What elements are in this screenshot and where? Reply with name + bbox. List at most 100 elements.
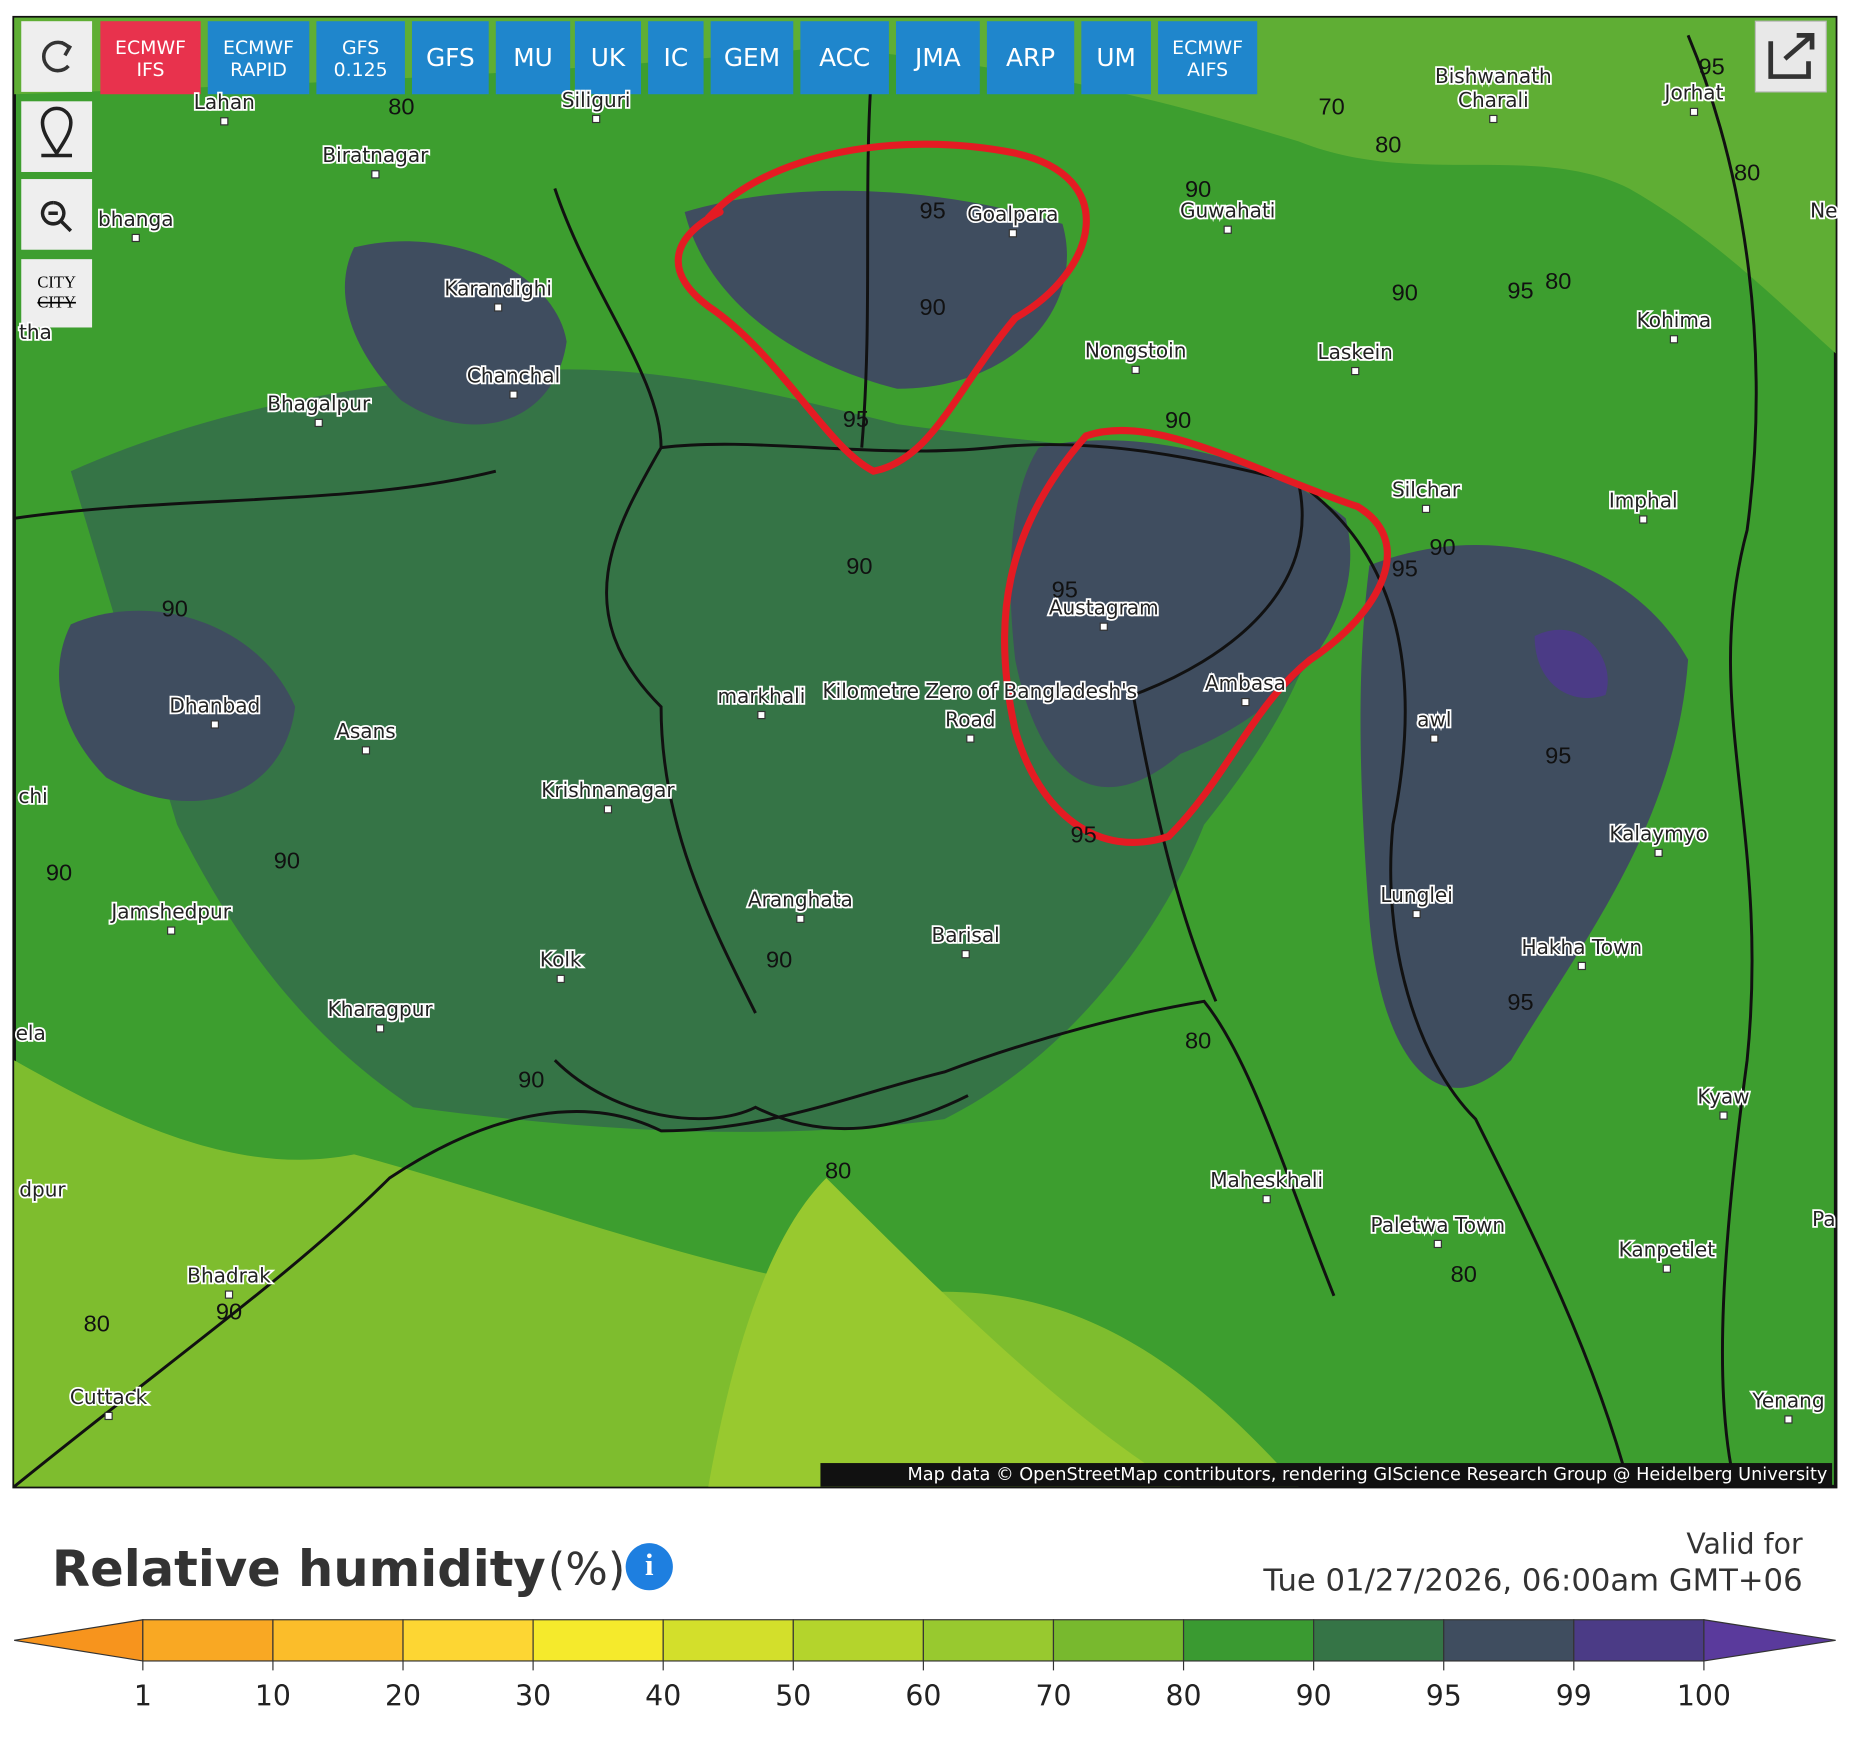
city-label: dpur	[19, 1177, 66, 1201]
legend-tick-label: 99	[1556, 1680, 1592, 1713]
model-button[interactable]	[1081, 21, 1151, 95]
city-dot	[314, 418, 323, 428]
city-label: Ne	[1810, 199, 1837, 223]
model-button[interactable]	[800, 21, 889, 95]
city-dot	[361, 746, 371, 755]
city-label: Krishnanagar	[541, 778, 675, 802]
contour-label: 80	[1734, 160, 1760, 186]
legend-segment	[1182, 1619, 1315, 1662]
city-label: Jorhat	[1663, 81, 1724, 105]
contour-label: 80	[1545, 268, 1571, 294]
city-label: Kilometre Zero of Bangladesh's	[823, 679, 1138, 703]
city-label: Silchar	[1392, 478, 1461, 502]
model-button[interactable]	[710, 21, 794, 95]
city-dot	[1719, 1111, 1728, 1120]
city-label: Ambasa	[1205, 671, 1286, 695]
city-dot	[1099, 622, 1108, 631]
contour-label: 95	[1699, 54, 1725, 80]
model-label: MU	[513, 43, 553, 72]
contour-label: 95	[1071, 822, 1097, 848]
refresh-button[interactable]	[21, 21, 93, 92]
city-label: Goalpara	[967, 202, 1058, 226]
city-label: Asans	[336, 719, 396, 743]
model-button[interactable]	[207, 21, 310, 95]
legend-tick-label: 70	[1035, 1680, 1071, 1713]
city-label: Charali	[1458, 88, 1529, 112]
map[interactable]	[12, 15, 1838, 1489]
city-label: Imphal	[1609, 488, 1678, 512]
city-dot	[1639, 515, 1648, 524]
city-dot	[1689, 107, 1699, 117]
contour-label: 90	[1165, 407, 1191, 433]
legend-tick-label: 80	[1166, 1680, 1202, 1713]
city-dot	[556, 974, 565, 984]
model-button[interactable]	[648, 21, 704, 95]
legend-tick-label: 90	[1296, 1680, 1332, 1713]
legend-segment	[662, 1619, 794, 1662]
city-dot	[220, 117, 229, 126]
city-label: Cuttack	[70, 1385, 148, 1409]
city-label: chi	[18, 784, 47, 808]
contour-label: 80	[1375, 131, 1401, 157]
legend-tick-label: 50	[775, 1680, 811, 1713]
contour-label: 95	[843, 406, 869, 432]
city-dot	[1662, 1264, 1671, 1273]
model-button[interactable]	[411, 21, 489, 95]
model-label: JMA	[913, 43, 961, 72]
contour-label: 90	[766, 946, 792, 972]
locate-button[interactable]	[21, 101, 93, 172]
city-label-off: CITY	[37, 293, 76, 312]
model-button[interactable]	[895, 21, 980, 95]
contour-label: 95	[1507, 989, 1533, 1015]
legend-arrow-low	[14, 1619, 144, 1662]
city-label: awl	[1417, 707, 1451, 731]
city-dot	[1669, 335, 1679, 344]
legend-tick-label: 95	[1426, 1680, 1462, 1713]
city-label: Kanpetlet	[1619, 1238, 1716, 1262]
legend-segment	[1313, 1619, 1445, 1662]
legend-segment	[792, 1619, 924, 1662]
contour-label: 95	[919, 197, 945, 223]
contour-label: 90	[846, 553, 872, 579]
city-label: Pa	[1812, 1207, 1835, 1231]
model-label: UM	[1096, 43, 1136, 72]
model-label: GFS	[342, 37, 379, 59]
contour-label: 95	[1392, 555, 1418, 581]
side-tools: CITY CITY	[21, 21, 93, 328]
contour-label: 80	[825, 1157, 851, 1183]
city-dot	[1351, 366, 1360, 376]
city-label: Hakha Town	[1522, 935, 1643, 959]
city-toggle[interactable]	[21, 259, 93, 328]
model-button[interactable]	[1158, 21, 1258, 95]
city-label: Guwahati	[1180, 199, 1275, 223]
legend-tick-label: 20	[385, 1680, 421, 1713]
model-label: RAPID	[230, 59, 287, 81]
model-label: ECMWF	[1172, 37, 1243, 59]
city-label: Bhagalpur	[267, 392, 371, 416]
info-icon[interactable]	[625, 1543, 673, 1591]
model-button[interactable]	[100, 21, 201, 95]
city-dot	[796, 914, 805, 923]
city-label: Paletwa Town	[1371, 1213, 1506, 1237]
city-dot	[966, 734, 975, 743]
city-dot	[167, 926, 176, 935]
model-label: ACC	[819, 43, 870, 72]
city-label: Kyaw	[1697, 1084, 1749, 1108]
share-icon	[1768, 32, 1815, 79]
zoom-icon	[40, 200, 73, 233]
model-button[interactable]	[495, 21, 571, 95]
model-label: GEM	[724, 43, 780, 72]
model-button[interactable]	[986, 21, 1075, 95]
city-dot	[210, 720, 219, 729]
city-dot	[509, 390, 518, 399]
city-label: Bhadrak	[187, 1263, 271, 1287]
contour-label: 90	[1185, 176, 1211, 202]
model-button[interactable]	[574, 21, 642, 95]
legend-segment	[142, 1619, 274, 1662]
model-button[interactable]	[316, 21, 405, 95]
city-label: Jamshedpur	[109, 899, 231, 923]
city-dot	[131, 233, 140, 243]
legend-unit: (%)	[548, 1543, 626, 1596]
info-glyph: i	[645, 1548, 654, 1582]
